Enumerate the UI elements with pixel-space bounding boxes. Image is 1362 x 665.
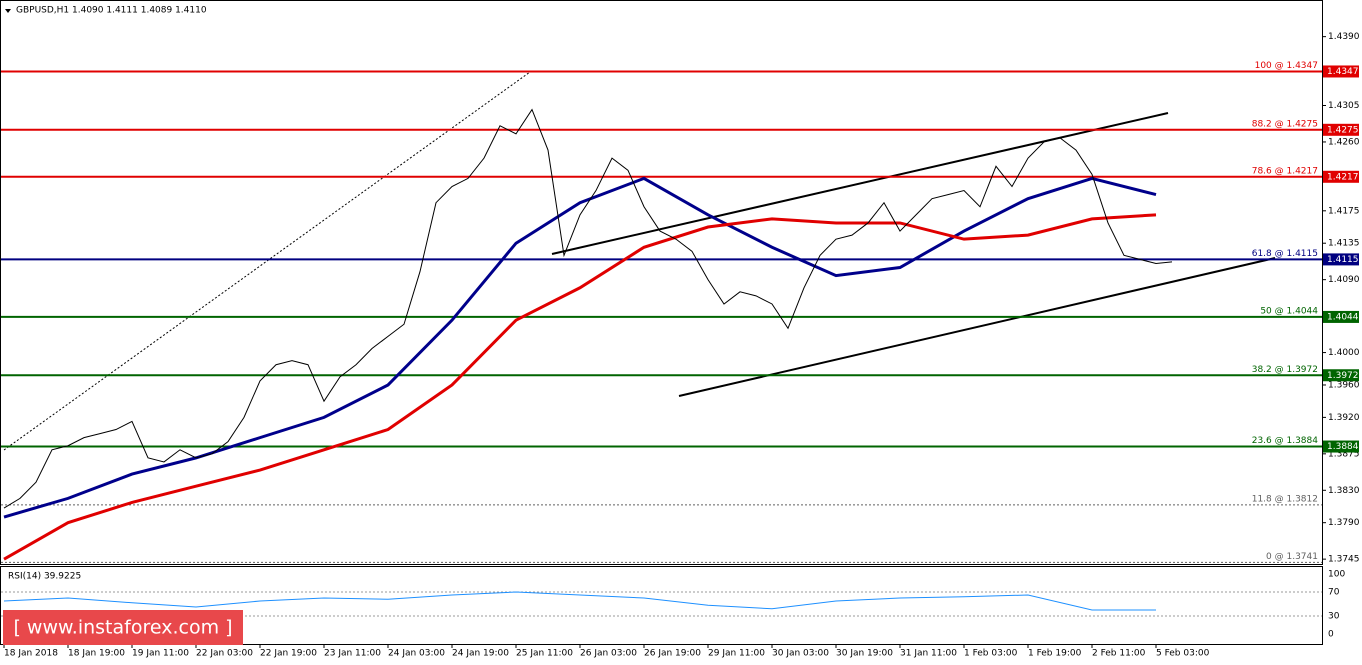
y-tick-label: 1.3920 — [1328, 413, 1360, 423]
x-tick-label: 5 Feb 03:00 — [1156, 649, 1210, 659]
x-tick-label: 26 Jan 19:00 — [644, 649, 701, 659]
y-tick-label: 1.3960 — [1328, 380, 1360, 390]
menu-arrow — [5, 9, 11, 13]
rsi-tick-label: 0 — [1328, 630, 1334, 640]
x-tick-label: 30 Jan 19:00 — [836, 649, 893, 659]
x-tick-label: 24 Jan 19:00 — [452, 649, 509, 659]
rsi-tick-label: 30 — [1328, 612, 1340, 622]
x-tick-label: 19 Jan 11:00 — [132, 649, 189, 659]
x-tick-label: 23 Jan 11:00 — [324, 649, 381, 659]
y-tick-label: 1.4175 — [1328, 206, 1360, 216]
watermark: [ www.instaforex.com ] — [13, 617, 232, 639]
fib-label: 88.2 @ 1.4275 — [1252, 119, 1318, 129]
x-tick-label: 31 Jan 11:00 — [900, 649, 957, 659]
main-panel — [0, 0, 1323, 565]
moving-average — [3, 176, 1157, 519]
rsi-tick-label: 100 — [1328, 570, 1345, 580]
price-tag-label: 1.3884 — [1327, 442, 1359, 452]
price-tag — [1323, 369, 1359, 382]
chart-title: GBPUSD,H1 1.4090 1.4111 1.4089 1.4110 — [16, 6, 207, 16]
fib-label: 50 @ 1.4044 — [1260, 306, 1318, 316]
rsi-panel — [0, 566, 1323, 645]
x-tick-label: 1 Feb 03:00 — [964, 649, 1018, 659]
price-tag-label: 1.4217 — [1327, 172, 1359, 182]
price-tag — [1323, 123, 1359, 136]
price-tag-label: 1.4115 — [1327, 255, 1359, 265]
y-tick-label: 1.3790 — [1328, 518, 1360, 528]
x-tick-label: 2 Feb 11:00 — [1092, 649, 1146, 659]
price-tag-label: 1.4275 — [1327, 125, 1359, 135]
y-tick-label: 1.4000 — [1328, 348, 1360, 358]
channel-lower — [678, 257, 1276, 397]
y-tick-label: 1.4305 — [1328, 101, 1360, 111]
price-tag — [1323, 253, 1359, 266]
fib-label: 38.2 @ 1.3972 — [1252, 365, 1318, 375]
x-tick-label: 26 Jan 03:00 — [580, 649, 637, 659]
y-tick-label: 1.4260 — [1328, 137, 1360, 147]
fib-base-line — [3, 71, 531, 451]
y-tick-label: 1.4390 — [1328, 32, 1360, 42]
price-tag — [1323, 170, 1359, 183]
watermark-box — [3, 610, 243, 645]
x-tick-label: 1 Feb 19:00 — [1028, 649, 1082, 659]
x-tick-label: 30 Jan 03:00 — [772, 649, 829, 659]
price-tag-label: 1.3972 — [1327, 371, 1359, 381]
moving-average — [3, 213, 1157, 561]
price-tag — [1323, 310, 1359, 323]
rsi-title: RSI(14) 39.9225 — [8, 572, 81, 582]
x-tick-label: 25 Jan 11:00 — [516, 649, 573, 659]
y-tick-label: 1.4135 — [1328, 239, 1360, 249]
y-tick-label: 1.3745 — [1328, 555, 1360, 565]
price-tag-label: 1.4347 — [1327, 67, 1359, 77]
y-tick-label: 1.4090 — [1328, 275, 1360, 285]
channel-upper — [551, 112, 1169, 255]
x-tick-label: 24 Jan 03:00 — [388, 649, 445, 659]
rsi-tick-label: 70 — [1328, 588, 1340, 598]
x-tick-label: 22 Jan 19:00 — [260, 649, 317, 659]
x-tick-label: 29 Jan 11:00 — [708, 649, 765, 659]
fib-label: 0 @ 1.3741 — [1266, 552, 1318, 562]
fib-label: 23.6 @ 1.3884 — [1252, 436, 1319, 446]
x-tick-label: 18 Jan 2018 — [4, 649, 58, 659]
x-tick-label: 22 Jan 03:00 — [196, 649, 253, 659]
y-tick-label: 1.3875 — [1328, 449, 1360, 459]
rsi-line — [3, 591, 1157, 611]
fib-label: 100 @ 1.4347 — [1255, 61, 1318, 71]
fib-label: 61.8 @ 1.4115 — [1252, 249, 1318, 259]
price-tag — [1323, 440, 1359, 453]
x-tick-label: 18 Jan 19:00 — [68, 649, 125, 659]
y-tick-label: 1.3830 — [1328, 486, 1360, 496]
fib-label: 78.6 @ 1.4217 — [1252, 166, 1318, 176]
price-tag — [1323, 65, 1359, 78]
price-line — [3, 108, 1173, 509]
price-tag-label: 1.4044 — [1327, 312, 1359, 322]
fib-label: 11.8 @ 1.3812 — [1252, 494, 1318, 504]
